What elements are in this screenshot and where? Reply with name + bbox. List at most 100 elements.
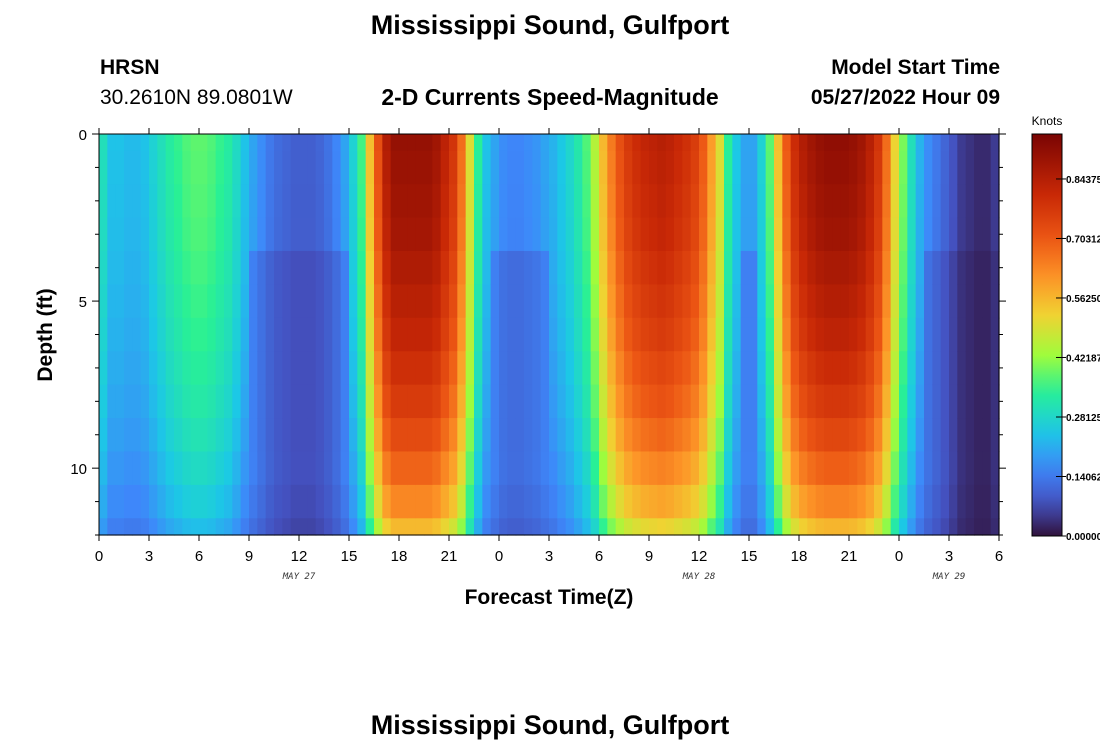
heatmap-cell (199, 284, 208, 319)
heatmap-cell (157, 317, 167, 352)
heatmap-cell (482, 217, 492, 252)
heatmap-cell (615, 451, 625, 486)
heatmap-cell (874, 250, 883, 285)
heatmap-cell (974, 217, 983, 252)
heatmap-cell (382, 484, 392, 519)
heatmap-cell (857, 351, 867, 386)
heatmap-cell (382, 184, 392, 219)
heatmap-cell (165, 317, 175, 352)
heatmap-cell (932, 317, 942, 352)
heatmap-cell (415, 250, 425, 285)
heatmap-cell (974, 518, 983, 536)
heatmap-cell (490, 217, 500, 252)
heatmap-cell (732, 451, 742, 486)
heatmap-cell (265, 284, 275, 319)
heatmap-cell (457, 134, 467, 152)
heatmap-cell (474, 384, 483, 419)
heatmap-cell (599, 518, 608, 536)
heatmap-cell (774, 451, 783, 486)
heatmap-cell (540, 384, 550, 419)
heatmap-cell (157, 484, 167, 519)
heatmap-cell (724, 518, 733, 536)
heatmap-cell (849, 250, 858, 285)
heatmap-cell (399, 217, 408, 252)
heatmap-cell (615, 250, 625, 285)
heatmap-cell (474, 134, 483, 152)
heatmap-cell (482, 317, 492, 352)
heatmap-cell (540, 250, 550, 285)
heatmap-cell (324, 317, 333, 352)
heatmap-cell (690, 150, 700, 185)
x-tick-label: 21 (841, 548, 858, 565)
heatmap-cell (457, 384, 467, 419)
heatmap-cell (99, 284, 108, 319)
heatmap-cell (624, 150, 633, 185)
heatmap-cell (215, 250, 225, 285)
heatmap-cell (557, 384, 567, 419)
heatmap-cell (632, 250, 642, 285)
heatmap-cell (465, 184, 475, 219)
heatmap-cell (715, 184, 725, 219)
heatmap-cell (240, 150, 250, 185)
heatmap-cell (315, 150, 325, 185)
heatmap-cell (524, 351, 533, 386)
heatmap-cell (865, 150, 875, 185)
heatmap-cell (449, 451, 458, 486)
heatmap-cell (940, 351, 950, 386)
heatmap-cell (565, 484, 575, 519)
heatmap-cell (165, 184, 175, 219)
heatmap-cell (857, 384, 867, 419)
heatmap-cell (399, 351, 408, 386)
heatmap-cell (907, 518, 917, 536)
heatmap-cell (199, 418, 208, 453)
heatmap-cell (174, 250, 183, 285)
heatmap-cell (890, 418, 900, 453)
heatmap-cell (549, 351, 558, 386)
x-tick-label: 15 (341, 548, 358, 565)
heatmap-cell (299, 317, 308, 352)
heatmap-cell (257, 484, 267, 519)
heatmap-cell (290, 384, 300, 419)
heatmap-cell (115, 150, 125, 185)
heatmap-cell (407, 351, 417, 386)
heatmap-cell (165, 518, 175, 536)
heatmap-cell (640, 184, 650, 219)
heatmap-cell (774, 351, 783, 386)
heatmap-cell (282, 284, 292, 319)
heatmap-cell (824, 451, 833, 486)
heatmap-cell (124, 418, 133, 453)
heatmap-cell (740, 384, 750, 419)
heatmap-cell (932, 484, 942, 519)
heatmap-cell (182, 250, 192, 285)
heatmap-cell (274, 250, 283, 285)
heatmap-cell (924, 384, 933, 419)
heatmap-cell (140, 284, 150, 319)
heatmap-cell (482, 284, 492, 319)
heatmap-cell (182, 351, 192, 386)
heatmap-cell (449, 284, 458, 319)
heatmap-cell (115, 217, 125, 252)
heatmap-cell (799, 250, 808, 285)
heatmap-cell (382, 217, 392, 252)
heatmap-cell (949, 217, 958, 252)
heatmap-cell (332, 418, 342, 453)
heatmap-cell (124, 484, 133, 519)
heatmap-cell (374, 317, 383, 352)
heatmap-cell (582, 184, 592, 219)
heatmap-cell (574, 518, 583, 536)
heatmap-cell (99, 250, 108, 285)
model-start-value: 05/27/2022 Hour 09 (810, 86, 1000, 109)
heatmap-cell (890, 317, 900, 352)
heatmap-cell (699, 250, 708, 285)
heatmap-cell (465, 384, 475, 419)
heatmap-cell (882, 250, 892, 285)
heatmap-cell (815, 384, 825, 419)
heatmap-cell (274, 184, 283, 219)
heatmap-cell (232, 150, 242, 185)
heatmap-cell (340, 418, 350, 453)
heatmap-cell (382, 418, 392, 453)
heatmap-cell (582, 217, 592, 252)
heatmap-cell (982, 150, 992, 185)
heatmap-cell (699, 418, 708, 453)
heatmap-cell (257, 150, 267, 185)
